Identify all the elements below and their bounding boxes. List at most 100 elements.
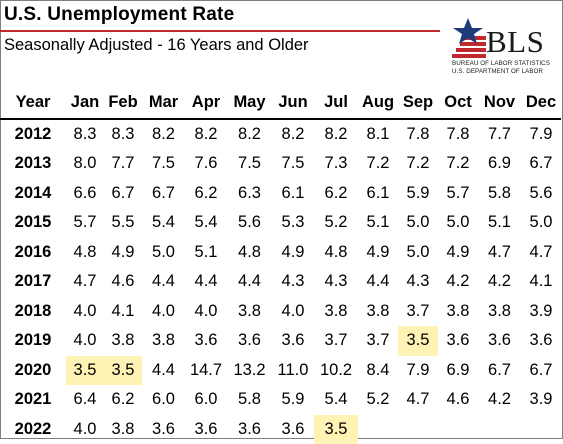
- rate-cell: 4.4: [358, 267, 398, 297]
- rate-cell: 4.2: [438, 267, 478, 297]
- rate-cell: 4.2: [478, 385, 521, 415]
- rate-cell: 8.2: [185, 119, 227, 150]
- rate-cell: 5.8: [227, 385, 272, 415]
- rate-cell: 4.9: [358, 238, 398, 268]
- rate-cell: 5.2: [358, 385, 398, 415]
- rate-cell: 6.9: [478, 149, 521, 179]
- bls-logo-subtitle: BUREAU OF LABOR STATISTICS U.S. DEPARTME…: [452, 60, 560, 75]
- rate-cell: 4.9: [104, 238, 142, 268]
- rate-cell: 7.7: [478, 119, 521, 150]
- rate-cell: 3.6: [478, 326, 521, 356]
- rate-cell: 5.8: [478, 179, 521, 209]
- rate-cell: 7.2: [398, 149, 438, 179]
- bls-logo-line2: U.S. DEPARTMENT OF LABOR: [452, 68, 560, 76]
- rate-cell: 3.9: [521, 297, 561, 327]
- rate-cell: 8.2: [227, 119, 272, 150]
- rate-cell: [398, 415, 438, 444]
- rate-cell: 4.1: [104, 297, 142, 327]
- column-header-feb: Feb: [104, 88, 142, 119]
- rate-cell: 6.7: [104, 179, 142, 209]
- rate-cell: 3.8: [227, 297, 272, 327]
- row-year: 2017: [0, 267, 66, 297]
- column-header-jul: Jul: [314, 88, 358, 119]
- rate-cell: 7.2: [358, 149, 398, 179]
- rate-cell: 8.2: [314, 119, 358, 150]
- row-year: 2022: [0, 415, 66, 444]
- rate-cell: 5.4: [185, 208, 227, 238]
- rate-cell: 4.2: [478, 267, 521, 297]
- column-header-nov: Nov: [478, 88, 521, 119]
- rate-cell: 4.9: [272, 238, 314, 268]
- rate-cell: 6.3: [227, 179, 272, 209]
- rate-cell: 5.0: [398, 208, 438, 238]
- rate-cell: 8.0: [66, 149, 104, 179]
- rate-cell: 3.8: [104, 415, 142, 444]
- rate-cell: 7.5: [227, 149, 272, 179]
- page-title: U.S. Unemployment Rate: [4, 4, 234, 26]
- rate-cell: 4.0: [142, 297, 185, 327]
- flag-stripes-icon: [452, 36, 486, 58]
- column-header-oct: Oct: [438, 88, 478, 119]
- row-year: 2019: [0, 326, 66, 356]
- rate-cell: 3.5: [66, 356, 104, 386]
- row-year: 2020: [0, 356, 66, 386]
- column-header-sep: Sep: [398, 88, 438, 119]
- rate-cell: 6.7: [521, 356, 561, 386]
- rate-cell: 8.2: [272, 119, 314, 150]
- rate-cell: 5.4: [142, 208, 185, 238]
- rate-cell: 7.5: [272, 149, 314, 179]
- rate-cell: 3.6: [185, 326, 227, 356]
- rate-cell: 3.5: [314, 415, 358, 444]
- column-header-aug: Aug: [358, 88, 398, 119]
- rate-cell: 6.1: [358, 179, 398, 209]
- page-subtitle: Seasonally Adjusted - 16 Years and Older: [4, 36, 309, 55]
- rate-cell: 3.8: [478, 297, 521, 327]
- column-header-jun: Jun: [272, 88, 314, 119]
- row-year: 2014: [0, 179, 66, 209]
- rate-cell: 3.8: [314, 297, 358, 327]
- rate-cell: 5.3: [272, 208, 314, 238]
- rate-cell: 4.4: [227, 267, 272, 297]
- rate-cell: 3.6: [272, 326, 314, 356]
- rate-cell: 13.2: [227, 356, 272, 386]
- rate-cell: 6.9: [438, 356, 478, 386]
- rate-cell: 3.8: [438, 297, 478, 327]
- column-header-mar: Mar: [142, 88, 185, 119]
- rate-cell: 8.4: [358, 356, 398, 386]
- rate-cell: 5.4: [314, 385, 358, 415]
- rate-cell: 5.2: [314, 208, 358, 238]
- rate-cell: 7.9: [398, 356, 438, 386]
- rate-cell: 3.6: [438, 326, 478, 356]
- rate-cell: [478, 415, 521, 444]
- rate-cell: 4.8: [314, 238, 358, 268]
- row-year: 2013: [0, 149, 66, 179]
- rate-cell: 4.4: [142, 267, 185, 297]
- rate-cell: 5.6: [227, 208, 272, 238]
- rate-cell: 6.7: [478, 356, 521, 386]
- rate-cell: 4.0: [66, 326, 104, 356]
- rate-cell: 3.8: [104, 326, 142, 356]
- rate-cell: 7.3: [314, 149, 358, 179]
- rate-cell: 4.8: [227, 238, 272, 268]
- row-year: 2021: [0, 385, 66, 415]
- rate-cell: 4.7: [478, 238, 521, 268]
- column-header-may: May: [227, 88, 272, 119]
- rate-cell: 7.8: [398, 119, 438, 150]
- rate-cell: 5.6: [521, 179, 561, 209]
- rate-cell: 4.0: [272, 297, 314, 327]
- rate-cell: 7.6: [185, 149, 227, 179]
- rate-cell: 5.0: [521, 208, 561, 238]
- rate-cell: 3.7: [358, 326, 398, 356]
- rate-cell: 8.3: [66, 119, 104, 150]
- rate-cell: 4.6: [438, 385, 478, 415]
